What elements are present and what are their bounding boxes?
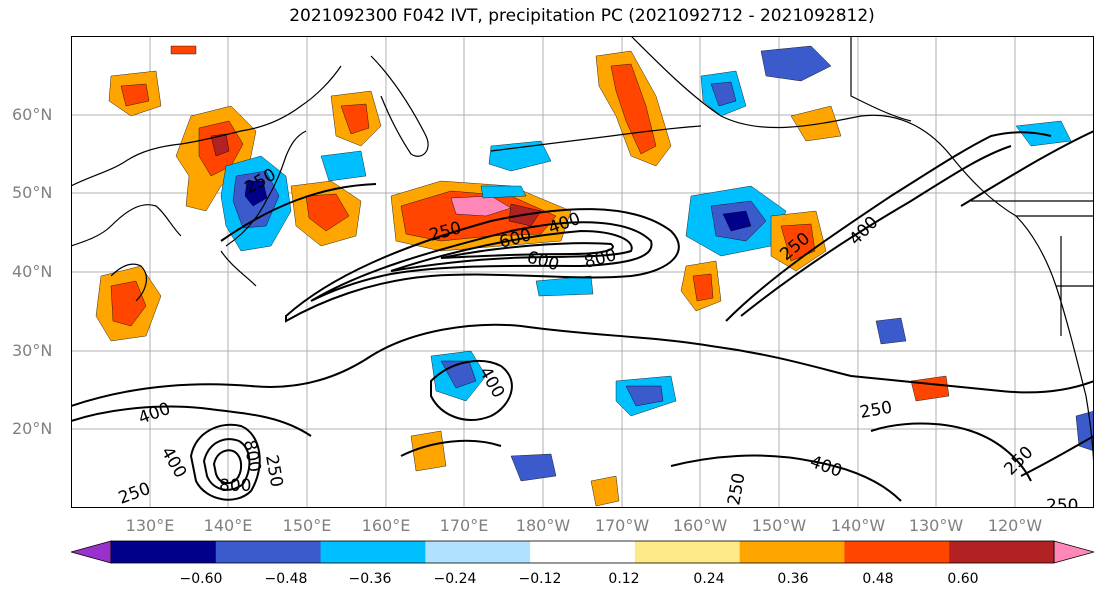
- colorbar-cell: [634, 541, 741, 563]
- contour-label: 250: [1000, 442, 1037, 479]
- precip-patch: [910, 375, 950, 402]
- precip-shading: [95, 45, 1094, 507]
- lat-label-30n: 30°N: [12, 341, 53, 360]
- precip-patch: [170, 45, 197, 55]
- lon-label: 140°W: [830, 516, 886, 535]
- precip-patch: [400, 190, 557, 242]
- colorbar-tick-label: 0.36: [777, 571, 809, 587]
- colorbar-tick-label: −0.36: [348, 571, 392, 587]
- precip-patch: [110, 280, 147, 327]
- precip-patch: [692, 273, 714, 302]
- lat-label-20n: 20°N: [12, 419, 53, 438]
- map-plot: 250 250 600 400 600 800 250 400 400 400 …: [71, 36, 1094, 508]
- colorbar-extend-low: [71, 540, 112, 564]
- precip-patch: [722, 210, 752, 232]
- colorbar-tick-label: −0.24: [433, 571, 477, 587]
- precip-patch: [710, 81, 737, 107]
- colorbar: [71, 540, 1094, 564]
- lon-label: 130°W: [908, 516, 964, 535]
- colorbar-cell: [215, 541, 322, 563]
- precip-patch: [625, 385, 664, 407]
- contour-label: 250: [261, 453, 286, 488]
- colorbar-extend-high: [1053, 540, 1094, 564]
- contour-label: 250: [724, 471, 749, 506]
- map-title: 2021092300 F042 IVT, precipitation PC (2…: [289, 6, 875, 26]
- graticule: [71, 36, 1094, 508]
- colorbar-tick-label: 0.48: [862, 571, 894, 587]
- colorbar-cell: [530, 541, 636, 563]
- contour-label: 250: [116, 479, 153, 508]
- colorbar-tick-label: 0.12: [608, 571, 640, 587]
- precip-patch: [760, 45, 832, 82]
- lat-label-60n: 60°N: [12, 105, 53, 124]
- colorbar-cell: [844, 541, 950, 563]
- colorbar-tick-label: 0.60: [947, 571, 979, 587]
- precip-patch: [244, 180, 268, 207]
- colorbar-cell: [320, 541, 426, 563]
- colorbar-cell: [739, 541, 845, 563]
- contour-label: 400: [807, 452, 844, 482]
- lon-label: 150°W: [751, 516, 807, 535]
- colorbar-tick-label: −0.60: [179, 571, 223, 587]
- lon-label: 120°W: [987, 516, 1043, 535]
- colorbar-tick-label: −0.12: [518, 571, 562, 587]
- lat-label-40n: 40°N: [12, 262, 53, 281]
- precip-patch: [410, 430, 447, 472]
- lon-label: 170°W: [594, 516, 650, 535]
- contour-label: 250: [1046, 496, 1078, 508]
- colorbar-cell: [425, 541, 531, 563]
- colorbar-frame: [110, 540, 1055, 564]
- contour-label: 250: [858, 398, 893, 423]
- lon-label: 140°E: [203, 516, 253, 535]
- lat-label-50n: 50°N: [12, 183, 53, 202]
- lon-label: 160°E: [361, 516, 411, 535]
- lon-label: 130°E: [125, 516, 175, 535]
- precip-patch: [510, 453, 557, 482]
- precip-patch: [875, 317, 907, 345]
- ivt-contours: [71, 130, 1094, 502]
- contour-label: 800: [239, 438, 264, 473]
- contour-label: 800: [582, 245, 619, 273]
- contour-label: 400: [845, 212, 882, 249]
- precip-patch: [210, 133, 230, 157]
- colorbar-tick-label: 0.24: [693, 571, 725, 587]
- contour-label: 600: [525, 248, 562, 276]
- lon-label: 180°W: [515, 516, 571, 535]
- lon-label: 150°E: [282, 516, 332, 535]
- colorbar-cell: [949, 541, 1055, 563]
- precip-patch: [480, 185, 527, 199]
- contour-label: 400: [157, 444, 191, 482]
- precip-patch: [120, 83, 150, 107]
- lon-label: 170°E: [439, 516, 489, 535]
- lon-label: 160°W: [672, 516, 728, 535]
- precip-patch: [488, 140, 552, 172]
- contour-label: 400: [136, 399, 173, 429]
- map-frame: [71, 36, 1094, 508]
- colorbar-cell: [111, 541, 217, 563]
- precip-patch: [590, 475, 620, 507]
- colorbar-tick-label: −0.48: [264, 571, 308, 587]
- contour-label: 800: [219, 476, 251, 496]
- coastlines: [71, 36, 1094, 477]
- precip-patch: [320, 150, 367, 182]
- precip-patch: [305, 193, 350, 232]
- precip-patch: [340, 103, 370, 135]
- precip-patch: [780, 223, 816, 262]
- precip-patch: [535, 275, 594, 297]
